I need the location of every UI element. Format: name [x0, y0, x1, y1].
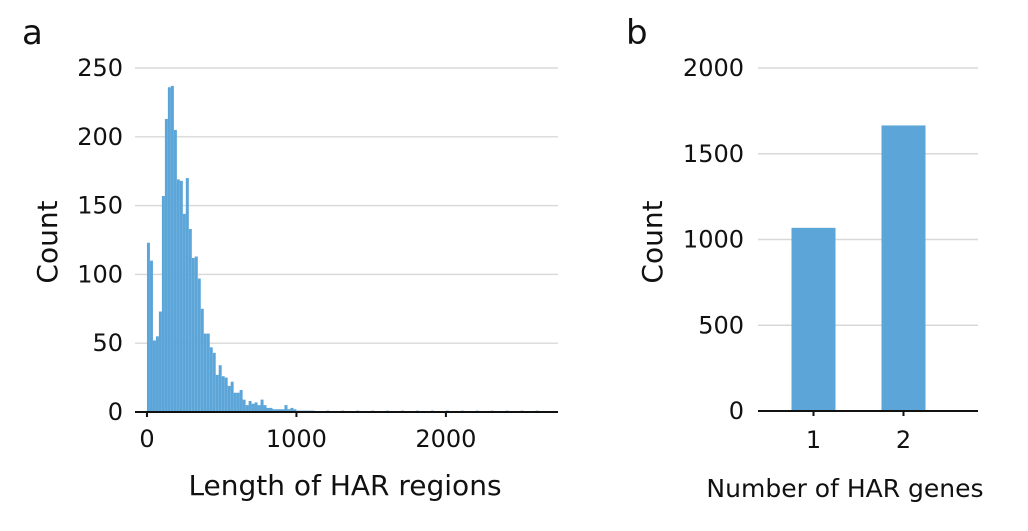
panel-a: a 0 50 100 150 200 250 0 1000 2000 Length of HA… — [22, 13, 558, 502]
histogram-bar — [146, 242, 150, 412]
panel-a-y-ticks: 0 50 100 150 200 250 — [77, 54, 123, 426]
bar-2 — [881, 125, 926, 411]
histogram-bar — [176, 179, 180, 412]
histogram-bar — [179, 180, 183, 412]
histogram-bar — [209, 347, 213, 412]
histogram-bar — [290, 407, 294, 412]
histogram-bar — [224, 377, 228, 412]
panel-b-x-axis-title: Number of HAR genes — [706, 474, 983, 503]
histogram-bar — [227, 385, 231, 412]
histogram-bar — [167, 87, 171, 412]
histogram-bar — [191, 257, 195, 412]
histogram-bar — [293, 409, 297, 412]
y-tick-label: 100 — [77, 260, 123, 288]
histogram-bar — [155, 336, 159, 412]
histogram-bar — [269, 407, 273, 412]
histogram-bar — [251, 403, 255, 412]
y-tick-label: 1000 — [683, 226, 744, 254]
histogram-bar — [260, 399, 264, 412]
panel-b-y-axis-title: Count — [636, 200, 669, 283]
y-tick-label: 0 — [729, 397, 744, 425]
histogram-bar — [215, 374, 219, 412]
histogram-bar — [272, 409, 276, 412]
y-tick-label: 50 — [92, 329, 123, 357]
panel-a-label: a — [22, 13, 43, 53]
x-tick-label: 1 — [806, 426, 821, 454]
histogram-bar — [152, 340, 156, 412]
x-tick-label: 1000 — [266, 425, 327, 453]
histogram-bar — [281, 409, 285, 412]
histogram-bar — [278, 409, 282, 412]
panel-b-label: b — [626, 13, 648, 53]
histogram-bar — [257, 405, 261, 412]
histogram-bar — [164, 118, 168, 413]
histogram-bar — [185, 178, 189, 412]
histogram-bar — [254, 402, 258, 412]
histogram-bar — [248, 400, 252, 412]
panel-a-gridlines — [135, 67, 558, 344]
histogram-bar — [221, 376, 225, 412]
histogram-bar — [230, 381, 234, 412]
histogram-bar — [236, 392, 240, 412]
histogram-bar — [161, 195, 165, 412]
histogram-bar — [233, 392, 237, 412]
histogram-bar — [239, 389, 243, 412]
histogram-bar — [284, 405, 288, 412]
panel-a-bars — [146, 85, 539, 413]
y-tick-label: 500 — [698, 311, 744, 339]
histogram-bar — [206, 333, 210, 412]
histogram-bar — [197, 278, 201, 412]
panel-b-gridlines — [758, 67, 978, 326]
y-tick-label: 0 — [108, 398, 123, 426]
histogram-bar — [263, 405, 267, 412]
histogram-bar — [158, 311, 162, 412]
x-tick-label: 2 — [896, 426, 911, 454]
panel-b-bars — [791, 125, 926, 411]
histogram-bar — [182, 213, 186, 412]
panel-a-x-ticks: 0 1000 2000 — [139, 412, 476, 453]
x-tick-label: 0 — [139, 425, 154, 453]
histogram-bar — [275, 409, 279, 412]
panel-a-y-axis-title: Count — [31, 200, 64, 283]
histogram-bar — [200, 308, 204, 412]
y-tick-label: 1500 — [683, 140, 744, 168]
bar-1 — [791, 227, 836, 411]
y-tick-label: 200 — [77, 123, 123, 151]
histogram-bar — [173, 129, 177, 413]
histogram-bar — [170, 85, 174, 412]
histogram-bar — [203, 333, 207, 412]
histogram-bar — [242, 399, 246, 412]
histogram-bar — [188, 228, 192, 412]
histogram-bar — [287, 409, 291, 412]
histogram-bar — [149, 260, 153, 412]
histogram-bar — [194, 256, 198, 412]
y-tick-label: 250 — [77, 54, 123, 82]
panel-b-y-ticks: 0 500 1000 1500 2000 — [683, 54, 744, 425]
histogram-bar — [266, 407, 270, 412]
histogram-bar — [245, 405, 249, 412]
histogram-bar — [212, 352, 216, 412]
y-tick-label: 150 — [77, 192, 123, 220]
y-tick-label: 2000 — [683, 54, 744, 82]
x-tick-label: 2000 — [415, 425, 476, 453]
panel-a-x-axis-title: Length of HAR regions — [188, 469, 501, 502]
histogram-bar — [218, 365, 222, 412]
